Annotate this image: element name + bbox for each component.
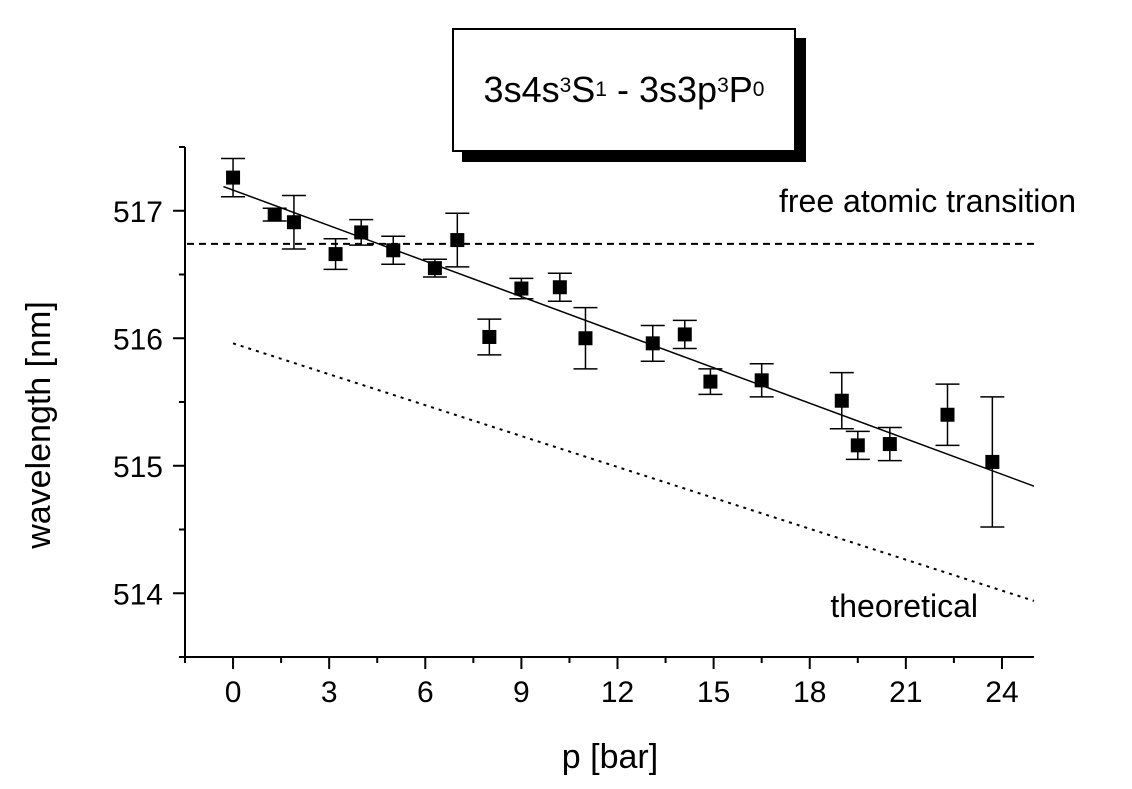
data-point xyxy=(985,454,1000,469)
y-axis-label: wavelength [nm] xyxy=(20,301,58,550)
theoretical-line xyxy=(232,342,1035,602)
data-point xyxy=(850,438,865,453)
title-box: 3s4s 3 S 1 - 3s3p 3 P 0 xyxy=(452,28,806,162)
x-tick-label: 18 xyxy=(793,676,826,709)
data-point xyxy=(940,407,955,422)
x-tick-label: 21 xyxy=(889,676,922,709)
x-tick-label: 6 xyxy=(417,676,434,709)
title-lower-level: 3s3p xyxy=(638,69,718,110)
data-point xyxy=(578,331,593,346)
data-points xyxy=(221,157,1005,528)
data-point xyxy=(882,437,897,452)
data-point xyxy=(354,225,369,240)
data-point xyxy=(703,374,718,389)
x-tick-label: 15 xyxy=(697,676,730,709)
x-tick-label: 0 xyxy=(225,676,242,709)
y-tick-label: 515 xyxy=(113,451,163,484)
data-point xyxy=(677,327,692,342)
x-tick-label: 9 xyxy=(513,676,530,709)
data-point xyxy=(482,329,497,344)
title-lower-term: P xyxy=(728,69,753,110)
title-upper-term: S xyxy=(571,69,596,110)
y-tick-label: 517 xyxy=(113,196,163,229)
data-point xyxy=(286,215,301,230)
axes: 0 3 6 9 12 15 18 21 24 514 515 516 517 xyxy=(113,146,1034,709)
data-point xyxy=(645,336,660,351)
x-tick-label: 24 xyxy=(985,676,1018,709)
y-tick-label: 516 xyxy=(113,323,163,356)
theoretical-label: theoretical xyxy=(830,588,978,624)
data-point xyxy=(427,261,442,276)
data-point xyxy=(450,233,465,248)
x-tick-label: 3 xyxy=(321,676,338,709)
data-point xyxy=(754,373,769,388)
data-point xyxy=(834,393,849,408)
data-point xyxy=(267,207,282,222)
data-point xyxy=(386,243,401,258)
y-tick-label: 514 xyxy=(113,578,163,611)
chart-title: 3s4s 3 S 1 - 3s3p 3 P 0 xyxy=(452,28,796,152)
free-atomic-transition-label: free atomic transition xyxy=(779,183,1076,219)
x-tick-label: 12 xyxy=(601,676,634,709)
data-point xyxy=(552,280,567,295)
title-separator: - xyxy=(606,69,639,110)
data-point xyxy=(514,281,529,296)
data-point xyxy=(226,170,241,185)
x-axis-label: p [bar] xyxy=(562,738,658,776)
chart-lines xyxy=(187,185,1035,602)
title-upper-level: 3s4s xyxy=(483,69,560,110)
fit-line xyxy=(223,185,1035,487)
data-point xyxy=(328,247,343,262)
